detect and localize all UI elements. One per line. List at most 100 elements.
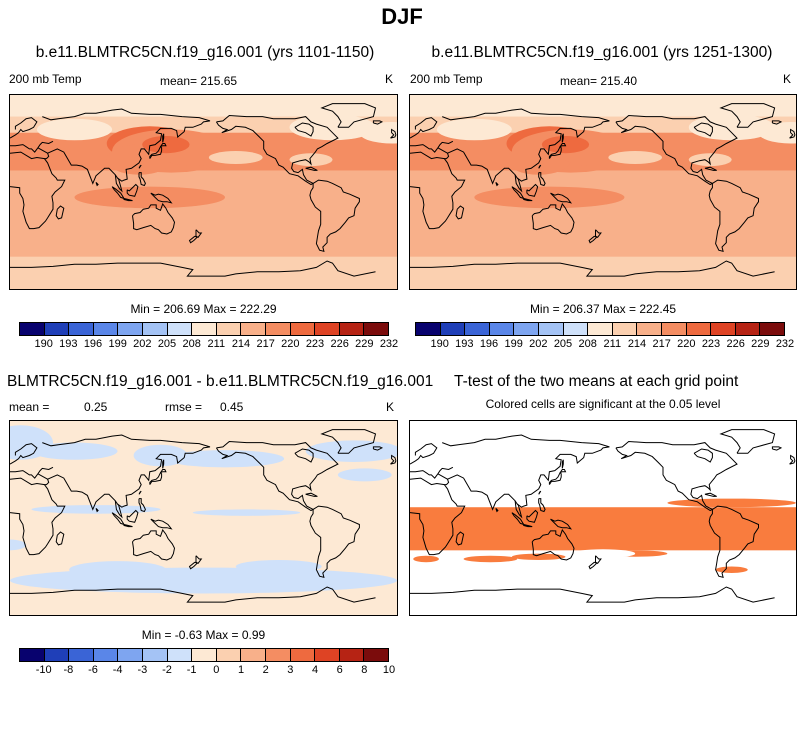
coastline (514, 174, 523, 193)
coastline (55, 205, 65, 220)
coastline (10, 151, 66, 230)
coastline (523, 198, 533, 202)
colorbar-tick-label: 10 (382, 664, 396, 676)
coastline (561, 133, 564, 143)
colorbar-swatch (241, 323, 266, 335)
significant-patch (463, 555, 518, 563)
coastline (123, 198, 133, 202)
colorbar-swatch (364, 649, 388, 661)
colorbar-tick-label: 226 (330, 338, 349, 350)
panel1-variable-label: 200 mb Temp (9, 72, 82, 86)
coastline (559, 469, 567, 474)
colorbar-tick-label: 202 (529, 338, 548, 350)
panel2-variable-label: 200 mb Temp (410, 72, 483, 86)
panel3-mean-label: mean = (9, 400, 50, 414)
tropical-band (74, 186, 225, 209)
non-significant-gap (570, 549, 636, 558)
colorbar-swatch (20, 323, 45, 335)
coastline (495, 181, 499, 187)
coastline (511, 512, 525, 526)
coastline (550, 192, 573, 204)
colorbar-frame (19, 322, 389, 336)
coastline (10, 477, 66, 556)
coastlines (10, 103, 397, 277)
colorbar-swatch (735, 323, 761, 335)
coastline (704, 492, 717, 497)
coastline (410, 466, 454, 479)
temperature-band (410, 245, 796, 258)
coastline (595, 229, 602, 238)
significant-patch (511, 553, 566, 561)
colorbar-tick-label: 217 (256, 338, 275, 350)
coastline (215, 440, 339, 512)
colorbar-swatch (290, 323, 316, 335)
coastline (150, 518, 173, 530)
coastline (455, 531, 465, 546)
colorbar-tick-label: 199 (108, 338, 127, 350)
temperature-band (10, 229, 397, 247)
colorbar-tick-label: -3 (137, 664, 148, 676)
colorbar-swatch (69, 649, 94, 661)
coastline (708, 179, 759, 252)
coastlines (410, 103, 796, 277)
coastline (615, 114, 738, 186)
colorbar-tick-label: 232 (775, 338, 795, 350)
colorbar-swatch (661, 323, 687, 335)
negative-difference-region (165, 450, 285, 468)
coastline (437, 108, 610, 185)
cool-anomaly-region (289, 153, 333, 167)
coastline (410, 260, 775, 277)
colorbar-tick-label: 196 (83, 338, 103, 350)
panel4-subtitle: Colored cells are significant at the 0.0… (485, 397, 721, 411)
panel2-units: K (783, 72, 792, 86)
coastline (10, 117, 38, 139)
coastline (37, 434, 211, 511)
colorbar-tick-label: 2 (262, 664, 269, 676)
negative-difference-region (10, 539, 27, 551)
panel1-minmax: Min = 206.69 Max = 222.29 (130, 302, 277, 316)
panel4-map-plot (410, 421, 796, 615)
coastline (437, 434, 610, 511)
coastline (548, 145, 562, 159)
coastline (719, 429, 776, 454)
colorbar-tick-label: -10 (35, 664, 52, 676)
colorbar-tick-label: 214 (231, 338, 251, 350)
coastline (188, 235, 198, 244)
colorbar-swatch (142, 649, 168, 661)
panel2-mean: mean= 215.40 (560, 74, 638, 88)
cool-anomaly-region (289, 114, 376, 141)
coastline (305, 492, 318, 497)
temperature-band (10, 213, 397, 231)
coastline (410, 477, 466, 556)
coastline (693, 122, 713, 137)
coastline (37, 108, 211, 185)
colorbar-tick-label: 208 (182, 338, 201, 350)
coastline (195, 555, 203, 564)
colorbar-swatch (760, 323, 784, 335)
coastline (195, 229, 203, 238)
colorbar-tick-label: 229 (355, 338, 374, 350)
colorbar-swatch (612, 323, 638, 335)
coastline (320, 103, 377, 128)
coastline (309, 505, 360, 578)
temperature-band (410, 95, 796, 118)
colorbar-tick-label: 202 (133, 338, 152, 350)
coastline (372, 120, 384, 125)
colorbar-tick-label: 220 (281, 338, 300, 350)
colorbar-tick-label: 232 (379, 338, 399, 350)
colorbar-tick-label: 193 (59, 338, 78, 350)
panel2-minmax: Min = 206.37 Max = 222.45 (529, 302, 677, 316)
coastline (693, 448, 713, 463)
colorbar-swatch (93, 323, 119, 335)
colorbar-swatch (241, 649, 266, 661)
coastline (126, 183, 139, 197)
colorbar-tick-label: 6 (336, 664, 343, 676)
cool-anomaly-region (208, 151, 263, 164)
coastline (114, 174, 123, 193)
colorbar-swatch (290, 649, 316, 661)
coastline (771, 446, 783, 451)
colorbar-tick-label: 226 (726, 338, 745, 350)
coastlines (10, 429, 397, 603)
cool-anomaly-region (436, 118, 512, 141)
colorbar-tick-label: 196 (479, 338, 499, 350)
